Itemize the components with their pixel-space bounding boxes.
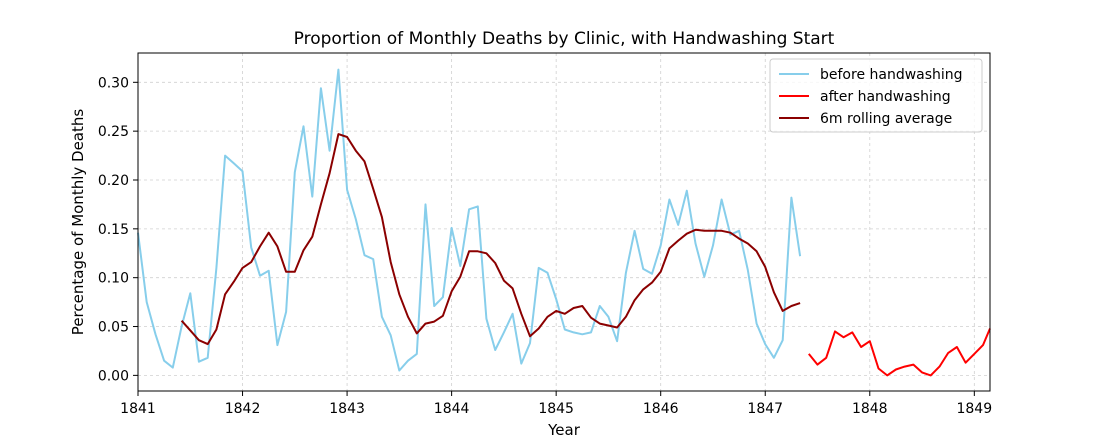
- legend: before handwashing after handwashing 6m …: [769, 58, 983, 133]
- x-axis-label: Year: [547, 421, 581, 439]
- y-tick-label: 0.15: [98, 222, 129, 238]
- x-tick-label: 1848: [852, 401, 888, 417]
- y-tick-label: 0.10: [98, 271, 129, 287]
- y-tick-label: 0.30: [98, 75, 129, 91]
- series-rolling-average: [180, 133, 801, 346]
- y-tick-label: 0.05: [98, 320, 129, 336]
- legend-box: [769, 58, 983, 133]
- y-tick-label: 0.20: [98, 173, 129, 189]
- y-tick-label: 0.25: [98, 124, 129, 140]
- x-tick-label: 1849: [956, 401, 992, 417]
- series-before-handwashing: [137, 68, 802, 372]
- x-tick-label: 1844: [434, 401, 470, 417]
- legend-label-before: before handwashing: [820, 67, 963, 83]
- series-after-handwashing: [808, 328, 991, 377]
- legend-label-rolling: 6m rolling average: [820, 111, 952, 127]
- y-axis-label: Percentage of Monthly Deaths: [69, 109, 87, 336]
- legend-label-after: after handwashing: [820, 89, 951, 105]
- x-tick-label: 1847: [747, 401, 783, 417]
- plot-frame: [137, 52, 991, 392]
- x-tick-label: 1842: [225, 401, 261, 417]
- plot-area: [137, 68, 991, 377]
- chart-title: Proportion of Monthly Deaths by Clinic, …: [294, 29, 835, 49]
- y-axis: 0.00 0.05 0.10 0.15 0.20 0.25 0.30: [98, 75, 138, 384]
- x-tick-label: 1843: [329, 401, 365, 417]
- x-tick-label: 1841: [120, 401, 156, 417]
- x-axis: 1841 1842 1843 1844 1845 1846 1847 1848 1849: [120, 391, 992, 417]
- x-tick-label: 1845: [538, 401, 574, 417]
- y-tick-label: 0.00: [98, 368, 129, 384]
- x-tick-label: 1846: [643, 401, 679, 417]
